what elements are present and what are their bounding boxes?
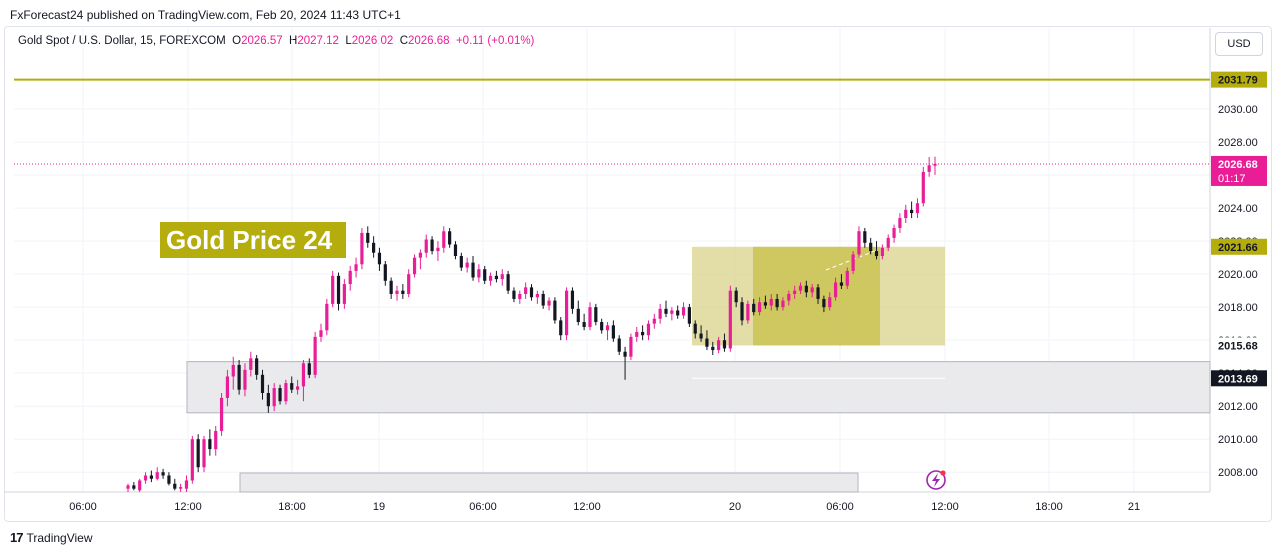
symbol-legend: Gold Spot / U.S. Dollar, 15, FOREXCOM O2…	[18, 35, 534, 47]
tradingview-brand: TradingView	[26, 530, 93, 545]
close-value: 2026.68	[408, 35, 450, 47]
chart-frame	[4, 26, 1272, 522]
symbol-name[interactable]: Gold Spot / U.S. Dollar, 15, FOREXCOM	[18, 35, 226, 47]
currency-button[interactable]: USD	[1215, 32, 1263, 56]
tradingview-logo-icon: 17	[10, 530, 24, 545]
change-value: +0.11 (+0.01%)	[455, 35, 535, 47]
publisher-line: FxForecast24 published on TradingView.co…	[10, 8, 401, 22]
high-value: 2027.12	[297, 35, 339, 47]
close-label: C	[399, 35, 408, 47]
high-label: H	[289, 35, 298, 47]
open-label: O	[232, 35, 242, 47]
low-value: 2026.02	[351, 35, 394, 47]
low-label: L	[345, 35, 352, 47]
open-value: 2026.57	[241, 35, 283, 47]
tradingview-footer[interactable]: 17 TradingView	[10, 530, 93, 545]
